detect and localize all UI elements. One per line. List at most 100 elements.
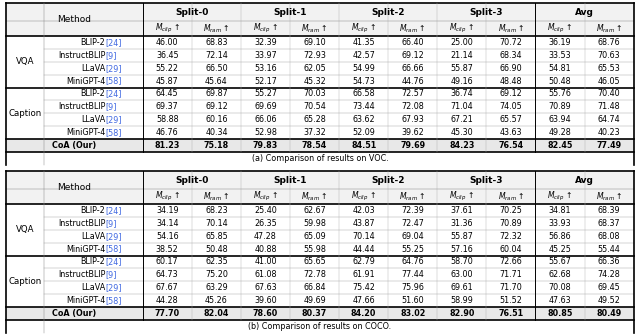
Text: 52.17: 52.17 [254, 77, 277, 86]
Text: 71.71: 71.71 [499, 270, 522, 279]
Text: 75.20: 75.20 [205, 270, 228, 279]
Text: 55.25: 55.25 [401, 245, 424, 254]
Text: $M_{ram}$ ↑: $M_{ram}$ ↑ [301, 23, 328, 35]
Text: Avg: Avg [575, 176, 594, 185]
Text: $M_{ram}$ ↑: $M_{ram}$ ↑ [301, 191, 328, 203]
Text: $M_{clip}$ ↑: $M_{clip}$ ↑ [253, 22, 278, 35]
Text: Avg: Avg [575, 8, 594, 17]
Text: 62.68: 62.68 [548, 270, 572, 279]
Text: 49.69: 49.69 [303, 296, 326, 305]
Text: 39.60: 39.60 [254, 296, 276, 305]
Text: 49.52: 49.52 [598, 296, 621, 305]
Text: [58]: [58] [105, 296, 122, 305]
Text: 54.81: 54.81 [548, 64, 572, 73]
Text: Caption: Caption [8, 277, 42, 286]
Text: 63.29: 63.29 [205, 283, 228, 292]
Text: [24]: [24] [105, 206, 122, 215]
Text: 51.60: 51.60 [401, 296, 424, 305]
Text: 31.36: 31.36 [451, 219, 473, 228]
Text: $M_{clip}$ ↑: $M_{clip}$ ↑ [351, 190, 376, 203]
Text: 84.20: 84.20 [351, 309, 376, 318]
Text: 70.14: 70.14 [205, 219, 228, 228]
Text: Method: Method [58, 183, 92, 192]
Text: 72.78: 72.78 [303, 270, 326, 279]
Text: $M_{clip}$ ↑: $M_{clip}$ ↑ [253, 190, 278, 203]
Text: Split-2: Split-2 [371, 8, 405, 17]
Text: 63.62: 63.62 [352, 115, 375, 124]
Text: LLaVA: LLaVA [81, 64, 105, 73]
Text: [58]: [58] [105, 128, 122, 137]
Text: 79.69: 79.69 [400, 141, 425, 150]
Text: 26.35: 26.35 [254, 219, 277, 228]
Text: 55.76: 55.76 [548, 89, 572, 98]
Text: 77.44: 77.44 [401, 270, 424, 279]
Text: LLaVA: LLaVA [81, 283, 105, 292]
Text: 62.35: 62.35 [205, 257, 228, 266]
Text: $M_{ram}$ ↑: $M_{ram}$ ↑ [596, 23, 623, 35]
Text: 59.98: 59.98 [303, 219, 326, 228]
Text: 74.05: 74.05 [499, 102, 522, 111]
Text: 69.87: 69.87 [205, 89, 228, 98]
Text: 82.04: 82.04 [204, 309, 229, 318]
Text: 38.52: 38.52 [156, 245, 179, 254]
Text: 65.57: 65.57 [499, 115, 522, 124]
Text: 55.87: 55.87 [451, 64, 473, 73]
Text: 72.47: 72.47 [401, 219, 424, 228]
Text: MiniGPT-4: MiniGPT-4 [66, 77, 105, 86]
Bar [6, 307, 634, 320]
Text: 72.39: 72.39 [401, 206, 424, 215]
Text: 65.85: 65.85 [205, 232, 228, 241]
Text: [58]: [58] [105, 245, 122, 254]
Text: $M_{ram}$ ↑: $M_{ram}$ ↑ [596, 191, 623, 203]
Text: 64.73: 64.73 [156, 270, 179, 279]
Text: 80.37: 80.37 [302, 309, 327, 318]
Text: 40.88: 40.88 [254, 245, 276, 254]
Text: 72.66: 72.66 [499, 257, 522, 266]
Text: 67.63: 67.63 [254, 283, 276, 292]
Text: Split-0: Split-0 [175, 8, 209, 17]
Text: 68.23: 68.23 [205, 206, 228, 215]
Bar [6, 320, 634, 333]
Text: 72.57: 72.57 [401, 89, 424, 98]
Text: CoA (Our): CoA (Our) [52, 309, 97, 318]
Text: Split-1: Split-1 [273, 176, 307, 185]
Text: BLIP-2: BLIP-2 [81, 38, 105, 47]
Text: 60.16: 60.16 [205, 115, 228, 124]
Text: 69.12: 69.12 [401, 51, 424, 60]
Text: BLIP-2: BLIP-2 [81, 89, 105, 98]
Text: 69.12: 69.12 [499, 89, 522, 98]
Text: 61.08: 61.08 [254, 270, 276, 279]
Text: 48.48: 48.48 [500, 77, 522, 86]
Text: 84.23: 84.23 [449, 141, 474, 150]
Text: CoA (Our): CoA (Our) [52, 141, 97, 150]
Text: LLaVA: LLaVA [81, 115, 105, 124]
Text: 71.48: 71.48 [598, 102, 620, 111]
Text: 62.79: 62.79 [352, 257, 375, 266]
Text: 70.03: 70.03 [303, 89, 326, 98]
Text: 55.87: 55.87 [451, 232, 473, 241]
Text: $M_{clip}$ ↑: $M_{clip}$ ↑ [351, 22, 376, 35]
Text: $M_{clip}$ ↑: $M_{clip}$ ↑ [155, 190, 180, 203]
Text: 70.54: 70.54 [303, 102, 326, 111]
Text: [9]: [9] [105, 102, 116, 111]
Text: 55.67: 55.67 [548, 257, 572, 266]
Text: [29]: [29] [105, 115, 122, 124]
Text: 42.03: 42.03 [352, 206, 375, 215]
Text: 67.21: 67.21 [451, 115, 473, 124]
Text: 68.83: 68.83 [205, 38, 228, 47]
Text: 52.98: 52.98 [254, 128, 277, 137]
Text: $M_{clip}$ ↑: $M_{clip}$ ↑ [547, 190, 573, 203]
Text: VQA: VQA [16, 225, 35, 235]
Text: 21.14: 21.14 [451, 51, 473, 60]
Text: 65.09: 65.09 [303, 232, 326, 241]
Text: 67.67: 67.67 [156, 283, 179, 292]
Bar [6, 139, 634, 152]
Text: 39.62: 39.62 [401, 128, 424, 137]
Text: 62.67: 62.67 [303, 206, 326, 215]
Text: MiniGPT-4: MiniGPT-4 [66, 128, 105, 137]
Text: 77.49: 77.49 [596, 141, 621, 150]
Text: 43.63: 43.63 [500, 128, 522, 137]
Text: 44.28: 44.28 [156, 296, 179, 305]
Text: Method: Method [58, 15, 92, 24]
Text: 66.90: 66.90 [500, 64, 522, 73]
